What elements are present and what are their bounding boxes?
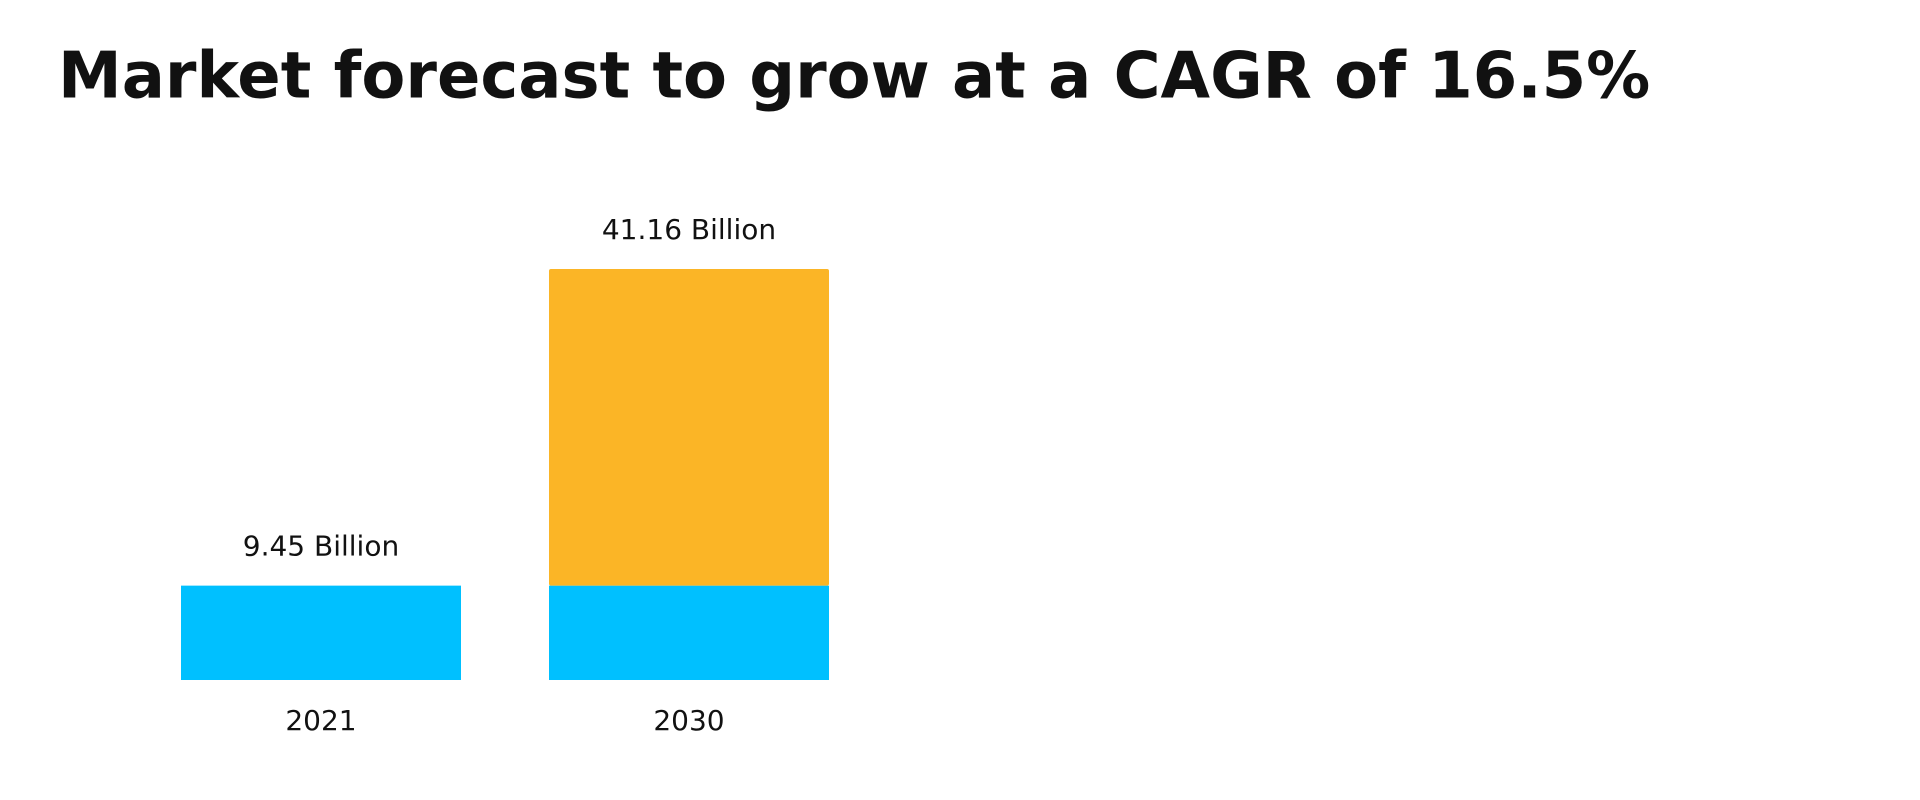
bar-segment: [549, 269, 829, 586]
chart-title: Market forecast to grow at a CAGR of 16.…: [58, 40, 1650, 114]
bar-segment: [549, 585, 829, 680]
value-label: 9.45 Billion: [243, 530, 399, 563]
value-label: 41.16 Billion: [602, 213, 776, 246]
category-label: 2030: [653, 704, 724, 737]
bar-segment: [181, 585, 461, 680]
category-label: 2021: [285, 704, 356, 737]
